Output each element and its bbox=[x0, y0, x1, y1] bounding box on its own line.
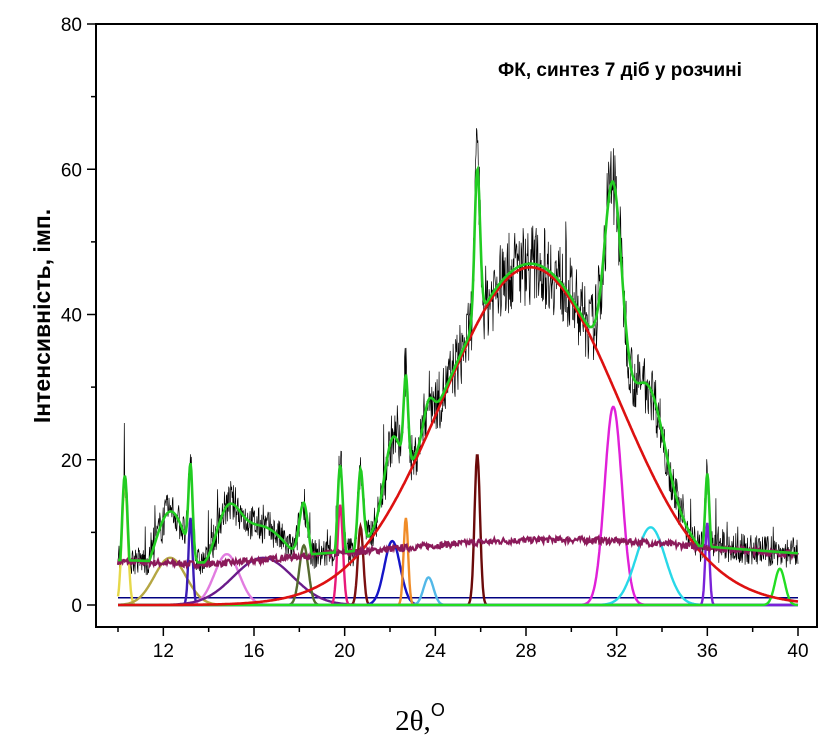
fit-curve bbox=[118, 164, 799, 564]
x-tick-label: 24 bbox=[425, 641, 447, 662]
y-axis-label: Інтенсивність, імп. bbox=[29, 209, 55, 423]
background-trace bbox=[116, 533, 799, 571]
y-tick-label: 40 bbox=[61, 306, 82, 327]
amorphous-curve bbox=[118, 266, 799, 607]
x-axis-label: 2θ,O bbox=[395, 700, 445, 737]
x-tick-label: 28 bbox=[515, 641, 536, 662]
x-tick-label: 40 bbox=[787, 641, 808, 662]
y-axis: 0 20 40 60 80 bbox=[61, 15, 96, 617]
x-tick-label: 36 bbox=[697, 641, 718, 662]
component-peak-13 bbox=[118, 405, 798, 607]
component-peak-11 bbox=[118, 576, 798, 607]
component-peak-16 bbox=[118, 567, 799, 607]
x-tick-label: 20 bbox=[334, 641, 355, 662]
x-axis: 12 16 20 24 28 32 36 40 bbox=[117, 627, 809, 662]
component-curves bbox=[116, 405, 799, 607]
fit-envelope bbox=[118, 164, 799, 564]
y-tick-label: 20 bbox=[61, 451, 82, 472]
x-tick-label: 16 bbox=[243, 641, 264, 662]
raw-data-line bbox=[117, 128, 799, 576]
y-tick-label: 80 bbox=[61, 15, 82, 36]
y-tick-label: 0 bbox=[71, 596, 82, 617]
chart-title: ФК, синтез 7 діб у розчині bbox=[498, 60, 742, 81]
background-curve bbox=[116, 533, 799, 571]
component-peak-6 bbox=[118, 543, 798, 607]
y-tick-label: 60 bbox=[61, 160, 82, 181]
x-axis-label-main: 2θ, bbox=[395, 705, 431, 737]
x-axis-label-superscript: O bbox=[431, 700, 445, 720]
component-peak-8 bbox=[118, 521, 798, 607]
plot-area bbox=[116, 128, 799, 607]
amorphous-halo bbox=[118, 266, 799, 607]
x-tick-label: 12 bbox=[153, 641, 174, 662]
x-tick-label: 32 bbox=[606, 641, 627, 662]
plot-frame bbox=[95, 23, 818, 628]
component-peak-14 bbox=[118, 526, 798, 607]
raw-data-trace bbox=[117, 128, 799, 576]
